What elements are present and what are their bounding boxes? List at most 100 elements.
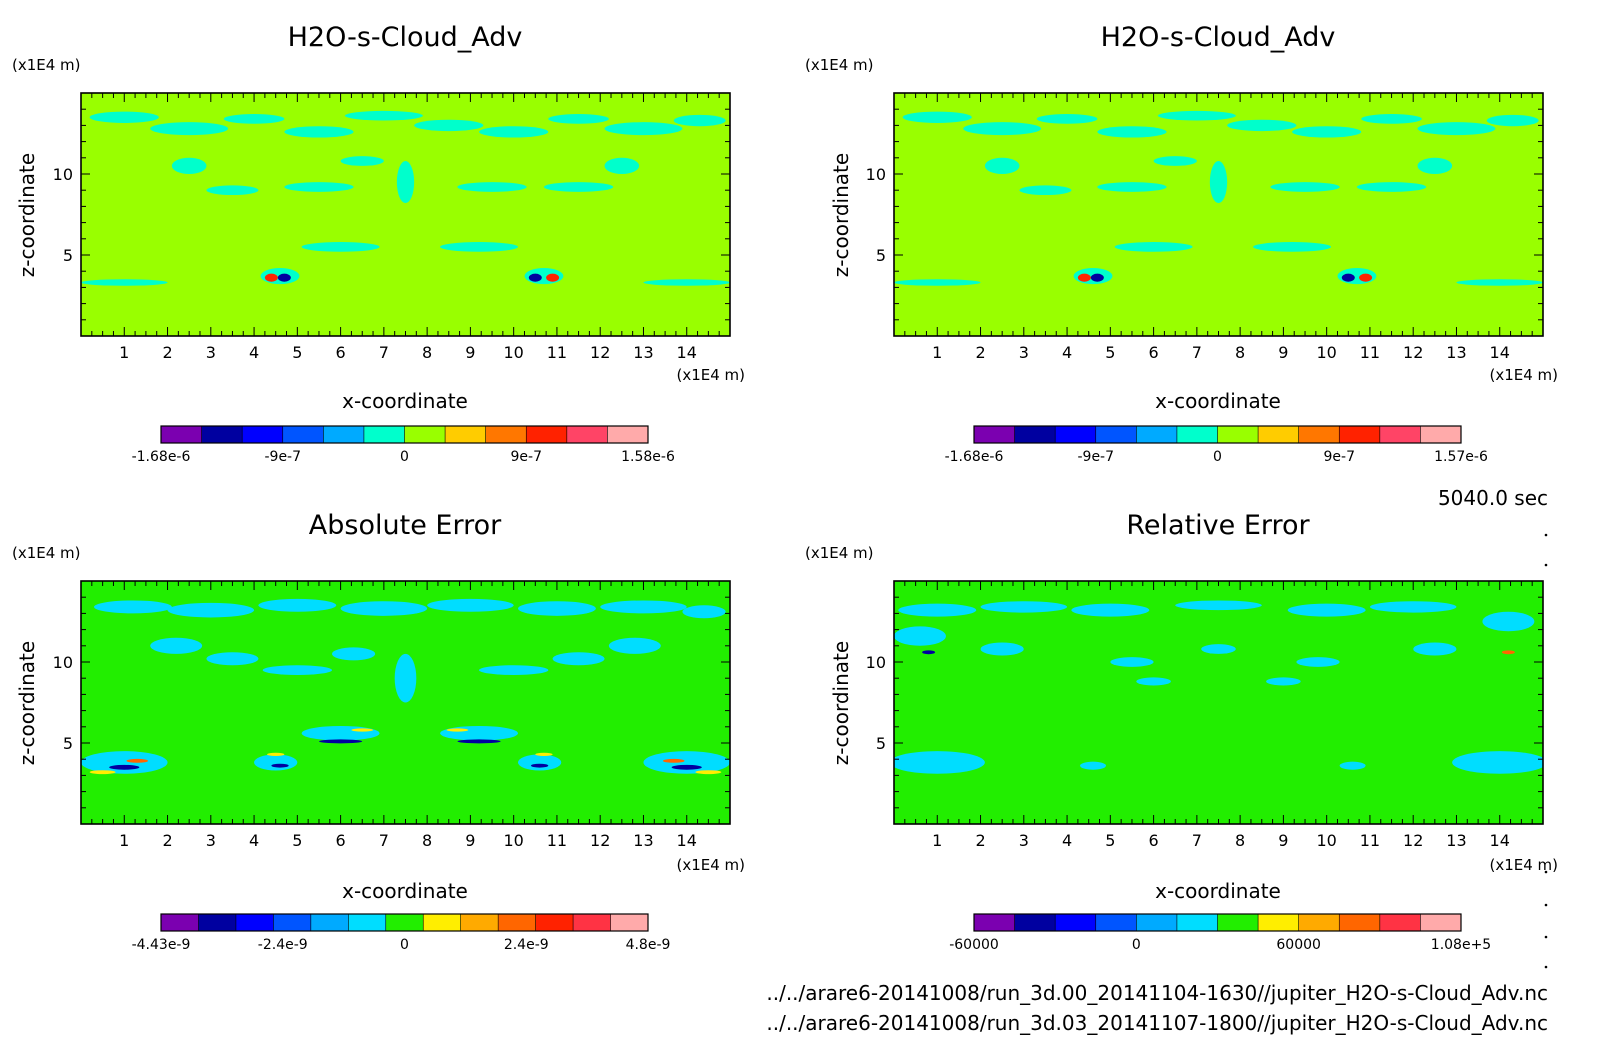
contour-region [894,279,981,286]
contour-region [89,770,116,775]
colorbar-swatch [1217,426,1259,443]
colorbar-swatch [498,914,537,931]
x-tick-label: 12 [590,831,610,850]
contour-region [1482,611,1535,632]
contour-region [93,600,172,614]
contour-region [528,273,542,282]
contour-region [284,182,354,192]
colorbar-swatch [1136,914,1178,931]
x-tick-label: 5 [292,831,302,850]
contour-region [662,758,685,763]
contour-region [167,602,255,618]
contour-region [1501,650,1515,655]
contour-region [643,751,730,774]
contour-region [894,626,946,646]
colorbar-swatch [526,426,568,443]
colorbar-swatch [282,426,324,443]
x-tick-label: 8 [422,343,432,362]
colorbar-swatch [535,914,574,931]
colorbar-swatch [1258,914,1300,931]
x-axis-label: x-coordinate [1155,389,1281,413]
colorbar-swatch [242,426,284,443]
contour-region [1077,273,1091,282]
colorbar-swatch [1095,914,1137,931]
contour-region [427,598,514,612]
contour-region [1201,644,1236,654]
contour-region [109,764,140,770]
colorbar-swatch [1014,426,1056,443]
colorbar: -1.68e-6 -9e-7 0 9e-7 1.57e-6 [945,425,1488,465]
margin-dots [1544,533,1548,969]
x-tick-label: 12 [1403,831,1423,850]
contour-region [517,601,596,616]
x-tick-label: 3 [206,343,216,362]
contour-region [277,273,291,282]
colorbar-label: 9e-7 [511,449,542,465]
x-tick-label: 5 [1105,831,1115,850]
contour-region [344,110,423,121]
contour-region [264,273,278,282]
contour-region [440,725,518,741]
margin-dot [1544,533,1548,537]
contour-region [963,122,1042,136]
x-unit-label: (x1E4 m) [1489,856,1558,874]
colorbar-swatch [363,426,405,443]
contour-region [1157,110,1236,121]
colorbar-frame [160,913,649,932]
contour-region [530,763,549,768]
y-unit-label: (x1E4 m) [805,56,874,74]
contour-region [340,601,428,616]
contour-region [671,764,702,770]
x-tick-label: 13 [633,343,653,362]
colorbar-swatch [974,426,1016,443]
contour-region [1110,657,1154,667]
contour-region [394,653,417,703]
x-tick-label: 6 [1149,343,1159,362]
contour-region [81,279,168,286]
colorbar-swatch [610,914,649,931]
contour-region [284,126,354,138]
x-tick-label: 2 [162,831,172,850]
x-tick-label: 1 [932,343,942,362]
y-tick-label: 10 [53,653,73,672]
contour-region [1486,114,1539,127]
contour-region [479,126,549,138]
file-path-2: ../../arare6-20141008/run_3d.03_20141107… [766,1011,1548,1035]
colorbar: -1.68e-6 -9e-7 0 9e-7 1.58e-6 [132,425,675,465]
contour-region [1175,600,1262,611]
y-tick-label: 10 [866,653,886,672]
x-tick-label: 4 [249,831,259,850]
colorbar-swatch [1217,914,1259,931]
contour-region [1341,273,1355,282]
colorbar-swatch [323,426,365,443]
contour-region [89,111,159,123]
contour-region [1369,601,1457,613]
colorbar-label: 1.08e+5 [1431,937,1491,953]
x-tick-label: 11 [1360,343,1380,362]
colorbar-swatch [1095,426,1137,443]
colorbar-swatch [1420,914,1462,931]
contour-region [608,637,661,654]
contour-region [301,242,380,252]
panel-bottom-right: Relative Error (x1E4 m) z-coordinate (x1… [805,510,1558,953]
colorbar-swatch [974,914,1016,931]
x-tick-label: 7 [1192,343,1202,362]
contour-region [922,650,936,655]
colorbar-swatch [1298,426,1340,443]
x-tick-label: 6 [1149,831,1159,850]
y-axis-label: z-coordinate [15,641,39,765]
contour-region [1417,122,1496,136]
x-tick-label: 11 [547,343,567,362]
panel-title: H2O-s-Cloud_Adv [1101,22,1336,53]
contour-region [396,161,415,204]
contour-region [1270,182,1340,192]
field-background [894,581,1543,824]
x-axis-label: x-coordinate [342,389,468,413]
x-axis-label: x-coordinate [342,879,468,903]
contour-region [351,728,374,732]
margin-dot [1544,935,1548,939]
contour-region [150,122,229,136]
contour-region [206,185,259,196]
